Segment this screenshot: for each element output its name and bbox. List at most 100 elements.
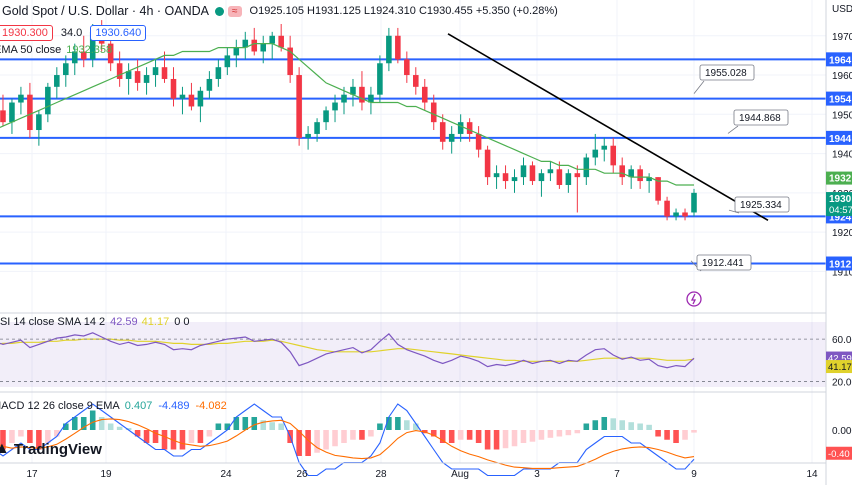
date-label: 26 [296,469,308,480]
tradingview-logo-text: TradingView [13,440,102,458]
trend-line[interactable] [447,33,769,222]
candle-body [664,200,670,217]
candle-body [278,35,284,48]
candle-body [314,122,320,134]
rsi-legend[interactable]: RSI 14 close SMA 14 2 42.59 41.17 0 0 [0,314,189,330]
macd-hist-bar [89,410,96,430]
ema-tag-label: 1932 [829,174,852,185]
alert-icon[interactable] [686,291,702,307]
candle-body [673,212,679,217]
symbol-title[interactable]: Gold Spot / U.S. Dollar · 4h · OANDA [2,4,210,18]
candle-body [610,145,617,166]
macd-hist-bar [45,430,51,443]
annotation-box[interactable] [696,254,752,271]
rsi-extra: 0 0 [174,316,190,328]
macd-hist-bar [664,430,670,440]
annotation-pointer [728,209,740,214]
macd-value-1: 0.407 [124,400,153,412]
rsi-tag-box [826,360,852,374]
macd-hist-bar [556,430,563,437]
candle-body [332,102,338,111]
macd-hist-bar [98,417,105,430]
time-axis[interactable]: 17 19 24 26 28 Aug 3 7 9 14 [26,469,818,480]
date-label: 14 [806,469,818,480]
candle-body [179,94,186,99]
ema-label: EMA 50 close [0,44,62,56]
candle-body [269,35,275,44]
candle-body [502,173,509,182]
macd-hist-bar [502,430,509,449]
candle-body [296,75,302,138]
macd-hist-bar [691,430,697,433]
macd-hist-bar [439,430,446,443]
tradingview-logo[interactable]: ▲ TradingView [0,440,102,458]
annotations[interactable]: 1955.028 1944.868 1925.334 1912.441 [690,64,790,272]
lightning-icon [690,293,697,305]
annotation-box[interactable] [734,196,790,213]
countdown-label: 04:57 [829,205,852,216]
macd-hist-bar [404,420,410,430]
price-tick-label: 1940 [832,150,852,161]
candle-body [628,169,634,178]
price-tick-label: 1970 [832,32,852,43]
rsi-value: 42.59 [110,316,138,328]
candle-body [368,94,374,103]
ema-legend[interactable]: EMA 50 close 1932.358 [0,41,112,59]
date-label: 9 [691,469,697,480]
macd-hist-bar [63,423,69,430]
candle-body [493,173,500,178]
macd-hist-bar [547,430,554,438]
price-tick-label: 1910 [832,267,852,278]
macd-hist-bar [448,430,455,443]
level-tag-label: 1954 [829,95,852,106]
date-label: 7 [614,469,620,480]
macd-hist-bar [305,430,311,456]
grid [0,0,826,463]
candle-body [27,94,33,131]
candle-body [386,35,392,64]
annotation-box[interactable] [733,109,789,126]
macd-hist-bar [457,430,464,440]
macd-hist-bar [583,423,590,430]
macd-hist-bar [350,430,356,440]
alert-icon-ring[interactable] [686,291,702,307]
level-tag-box [826,91,852,106]
macd-hist-bar [655,430,661,437]
macd-hist-bar [368,430,374,437]
candle-body [466,122,473,134]
macd-hist-bar [386,417,392,430]
macd-hist-bar [646,424,652,430]
macd-hist-bar [260,420,267,430]
spread-value: 34.0 [60,27,83,39]
annotation-pointer [693,80,705,94]
macd-hist-bar [619,420,625,430]
candle-body [404,59,410,76]
candle-body [538,173,545,182]
macd-legend[interactable]: MACD 12 26 close 9 EMA 0.407 -4.489 -4.0… [0,398,227,414]
macd-label: MACD 12 26 close 9 EMA [0,400,120,412]
candle-body [63,63,69,76]
candle-body [0,110,6,123]
sell-button[interactable]: 1930.300 [0,25,53,41]
candle-body [421,86,428,103]
candle-body [323,110,329,123]
candle-body [592,149,599,158]
macd-hist-bar [511,430,518,447]
candle-body [691,192,697,213]
macd-hist-bar [54,430,60,437]
annotation-box[interactable] [699,64,755,81]
candle-body [143,75,150,83]
candle-body [583,157,590,178]
macd-tag-label: -0.40 [828,449,850,460]
macd-hist-bar [27,430,33,443]
replay-badge-icon[interactable]: ≈ [228,5,242,17]
candle-body [619,165,625,178]
macd-hist-bar [520,430,527,443]
macd-hist-bar [529,430,536,442]
buy-button[interactable]: 1930.640 [90,25,147,41]
candle-body [377,63,383,95]
tradingview-logo-icon: ▲ [0,440,10,457]
macd-value-3: -4.082 [195,400,227,412]
